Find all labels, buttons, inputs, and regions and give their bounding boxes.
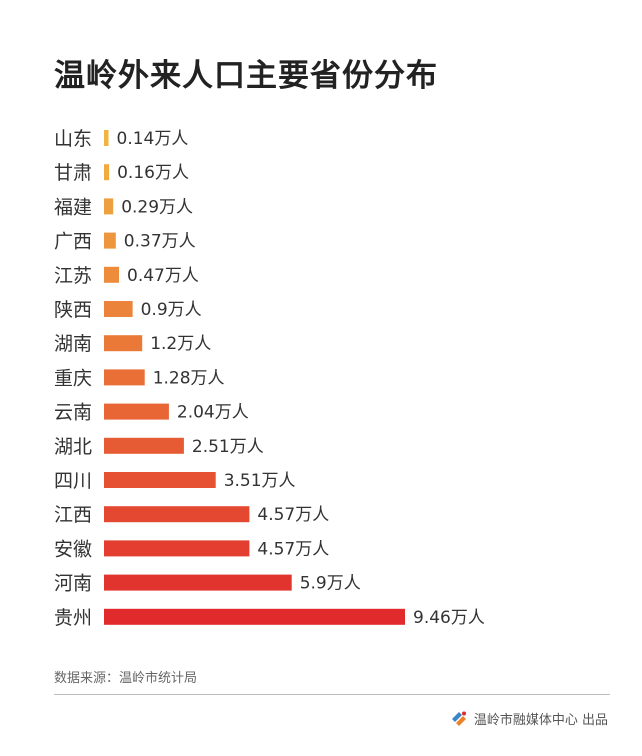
bar xyxy=(104,369,145,386)
bar xyxy=(104,506,250,523)
rongmeiti-logo-icon xyxy=(451,711,466,726)
bar xyxy=(104,232,116,249)
category-label: 贵州 xyxy=(54,607,92,629)
category-label: 湖北 xyxy=(54,436,92,458)
bar xyxy=(104,540,250,557)
category-label: 山东 xyxy=(54,128,92,150)
category-label: 湖南 xyxy=(54,333,92,355)
category-label: 陕西 xyxy=(54,299,92,321)
bar xyxy=(104,574,292,591)
category-label: 四川 xyxy=(54,470,92,492)
category-label: 广西 xyxy=(54,231,92,253)
value-label: 0.14万人 xyxy=(117,129,189,149)
value-label: 5.9万人 xyxy=(300,574,361,594)
bar xyxy=(104,437,184,454)
category-label: 江西 xyxy=(54,504,92,526)
category-label: 河南 xyxy=(54,573,92,595)
value-label: 2.04万人 xyxy=(177,403,249,423)
value-label: 4.57万人 xyxy=(257,539,329,559)
bar xyxy=(104,130,109,146)
publisher-footer: 温岭市融媒体中心 出品 xyxy=(450,709,608,728)
category-label: 重庆 xyxy=(54,367,92,389)
value-label: 3.51万人 xyxy=(224,471,296,491)
value-label: 0.9万人 xyxy=(141,300,202,320)
bar xyxy=(104,608,405,625)
category-label: 安徽 xyxy=(54,538,92,560)
category-label: 甘肃 xyxy=(54,162,92,184)
footer-divider xyxy=(54,694,610,695)
category-label: 江苏 xyxy=(54,265,92,287)
value-label: 0.29万人 xyxy=(121,197,193,217)
bar xyxy=(104,335,143,352)
value-label: 4.57万人 xyxy=(257,505,329,525)
chart-title: 温岭外来人口主要省份分布 xyxy=(54,58,438,94)
bar xyxy=(104,403,169,420)
value-label: 0.47万人 xyxy=(127,266,199,286)
publisher-text: 温岭市融媒体中心 出品 xyxy=(473,713,608,728)
value-label: 2.51万人 xyxy=(192,437,264,457)
bar xyxy=(104,301,133,317)
data-source: 数据来源：温岭市统计局 xyxy=(54,671,198,686)
value-label: 0.16万人 xyxy=(117,163,189,183)
bar xyxy=(104,472,216,488)
value-label: 1.2万人 xyxy=(150,334,211,354)
bar xyxy=(104,164,110,181)
value-label: 9.46万人 xyxy=(413,608,485,628)
bar xyxy=(104,198,114,215)
category-label: 云南 xyxy=(54,402,92,424)
value-label: 0.37万人 xyxy=(124,232,196,252)
value-label: 1.28万人 xyxy=(153,368,225,388)
category-label: 福建 xyxy=(54,196,92,218)
bar xyxy=(104,266,119,283)
